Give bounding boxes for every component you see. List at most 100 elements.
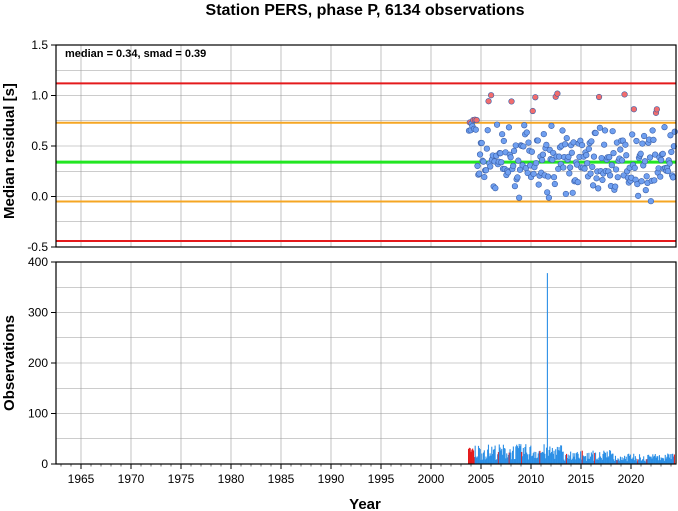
observation-bar: [629, 455, 631, 464]
observation-bar: [538, 451, 540, 464]
observation-bar: [658, 460, 660, 464]
observation-bar: [506, 453, 508, 464]
observation-bar: [652, 454, 654, 464]
observation-bar: [474, 445, 476, 464]
observation-bar: [530, 445, 532, 464]
observation-bar: [573, 456, 575, 464]
observation-bar: [469, 448, 471, 464]
observation-bar: [503, 447, 505, 464]
observation-bar: [580, 459, 582, 464]
observation-bar: [555, 454, 558, 464]
observation-bar: [610, 454, 612, 464]
residual-point: [510, 147, 518, 155]
outlier-point: [621, 91, 628, 98]
observation-bar: [526, 452, 528, 464]
residual-point: [668, 148, 675, 156]
observation-bar: [618, 459, 620, 464]
chart-title: Station PERS, phase P, 6134 observations: [206, 2, 525, 19]
observation-bar: [660, 457, 662, 464]
outlier-point: [595, 93, 603, 101]
residual-point: [670, 143, 677, 150]
observation-bar: [518, 443, 520, 464]
observation-bar: [528, 454, 530, 464]
observation-bar: [560, 445, 563, 464]
observation-bar: [584, 456, 586, 464]
residual-point: [667, 132, 674, 139]
observation-bar: [499, 447, 501, 464]
observation-bar: [559, 450, 561, 464]
residual-point: [599, 176, 606, 183]
observation-bar: [661, 458, 663, 464]
observation-bar: [475, 456, 477, 464]
observation-bar: [525, 444, 527, 464]
residual-point: [559, 127, 566, 134]
residual-point: [505, 169, 512, 176]
observation-bar: [489, 453, 491, 464]
observation-bar: [521, 456, 524, 464]
observation-bar: [668, 454, 670, 464]
observation-bar: [643, 460, 646, 464]
observation-bar: [663, 460, 665, 464]
residual-point: [634, 180, 641, 188]
observation-bar: [593, 460, 595, 464]
observation-bar: [648, 454, 650, 464]
observation-bar: [512, 446, 514, 464]
bottom-y-tick-label: 300: [28, 306, 48, 320]
observation-bars: [468, 273, 675, 464]
observation-bar: [480, 459, 482, 464]
observation-bar: [587, 458, 589, 464]
observation-bar: [653, 455, 656, 464]
observation-bar: [516, 444, 518, 464]
observation-bar: [629, 454, 631, 464]
observation-bar: [611, 453, 613, 464]
residual-point: [567, 164, 574, 171]
residual-point: [657, 156, 665, 164]
observation-bar: [569, 455, 571, 464]
residual-point: [563, 135, 570, 142]
residual-point: [671, 128, 678, 135]
observation-bar: [572, 453, 574, 464]
residual-point: [498, 159, 505, 166]
residual-point: [585, 145, 592, 153]
residual-point: [543, 141, 550, 148]
x-tick-label: 1965: [68, 472, 95, 486]
residual-point: [507, 154, 514, 161]
residual-point: [476, 151, 484, 158]
x-tick-label: 1985: [268, 472, 295, 486]
observation-bar: [527, 459, 529, 464]
top-y-tick-label: -0.5: [27, 240, 48, 254]
observation-bar: [532, 453, 534, 464]
observation-bar: [668, 457, 670, 464]
observation-bar: [628, 453, 630, 464]
observation-bar: [605, 457, 607, 464]
observation-bar: [656, 456, 658, 464]
observation-bar: [659, 460, 661, 464]
residual-point: [666, 160, 673, 167]
residual-point: [606, 172, 614, 179]
observation-bar: [531, 456, 533, 464]
residual-point: [623, 152, 630, 159]
residual-point: [637, 150, 644, 157]
top-y-axis-label: Median residual [s]: [1, 83, 18, 219]
residual-point: [601, 141, 608, 148]
residual-point: [500, 137, 507, 145]
residual-point: [480, 158, 487, 165]
observation-bar: [526, 454, 529, 464]
residual-point: [505, 124, 513, 131]
observation-bar: [504, 448, 506, 464]
observation-bar: [520, 444, 522, 464]
observation-bar: [663, 458, 665, 464]
residual-point: [555, 153, 563, 160]
observation-bar: [622, 460, 624, 464]
top-y-tick-label: 1.5: [31, 38, 48, 52]
outlier-point: [473, 117, 480, 124]
residual-point: [540, 131, 547, 138]
observation-bar: [621, 457, 623, 464]
observation-bar: [508, 452, 510, 464]
observation-bar: [649, 456, 651, 464]
observation-bar: [485, 456, 487, 464]
observation-bar: [626, 461, 628, 464]
observation-bar: [667, 453, 669, 464]
residual-point: [478, 139, 485, 147]
